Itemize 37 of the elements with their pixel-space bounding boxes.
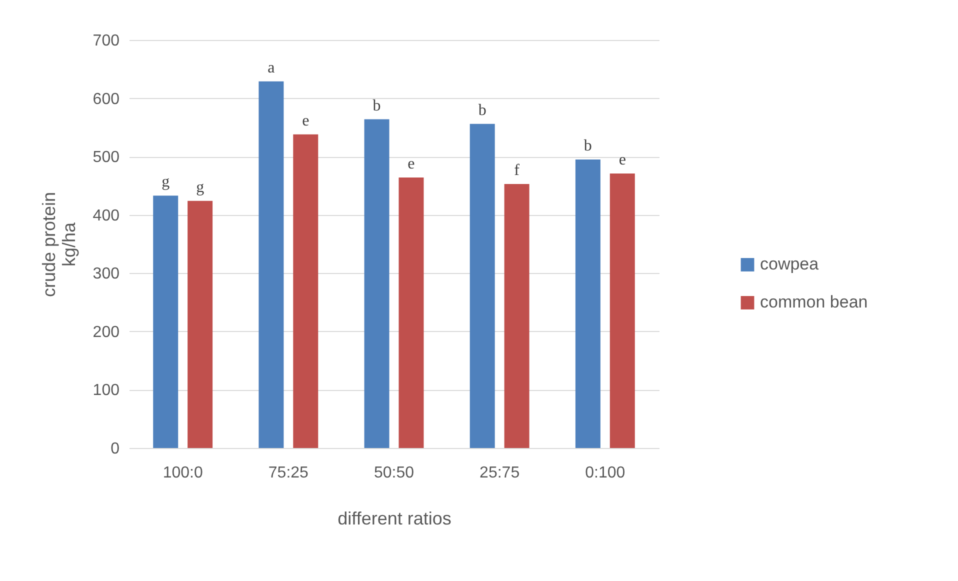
data-label: a	[268, 59, 275, 76]
y-tick-label: 600	[92, 90, 120, 108]
bar	[258, 81, 284, 448]
x-tick-label: 25:75	[480, 464, 520, 482]
bar	[398, 178, 424, 448]
bar	[470, 124, 495, 448]
y-axis-title: crude protein kg/ha	[38, 192, 79, 298]
data-label: b	[584, 137, 592, 154]
y-tick-label: 700	[92, 32, 120, 50]
y-tick-label: 0	[110, 440, 120, 458]
data-label: b	[372, 97, 381, 114]
y-tick-label: 200	[92, 324, 120, 341]
bar	[153, 196, 178, 448]
bar	[504, 184, 530, 448]
x-tick-label: 75:25	[268, 464, 309, 482]
data-label: f	[514, 162, 520, 179]
data-label: e	[618, 151, 626, 168]
bar	[575, 159, 600, 448]
data-label: e	[302, 112, 310, 130]
x-tick-label: 0:100	[585, 464, 626, 482]
data-label: g	[162, 174, 170, 191]
bar	[610, 173, 635, 448]
x-axis-title: different ratios	[338, 508, 452, 528]
data-label: b	[478, 102, 486, 119]
y-tick-label: 300	[92, 266, 120, 283]
y-tick-label: 500	[92, 149, 120, 166]
data-label: g	[196, 178, 204, 196]
x-tick-label: 100:0	[162, 464, 203, 482]
bar	[364, 119, 390, 448]
y-tick-label: 100	[92, 382, 120, 400]
bar	[293, 134, 318, 448]
legend-label: common bean	[760, 292, 868, 312]
legend-label: cowpea	[760, 254, 820, 274]
data-label: e	[408, 156, 415, 173]
x-tick-label: 50:50	[374, 464, 414, 482]
bar	[188, 200, 213, 448]
y-tick-label: 400	[92, 207, 120, 224]
